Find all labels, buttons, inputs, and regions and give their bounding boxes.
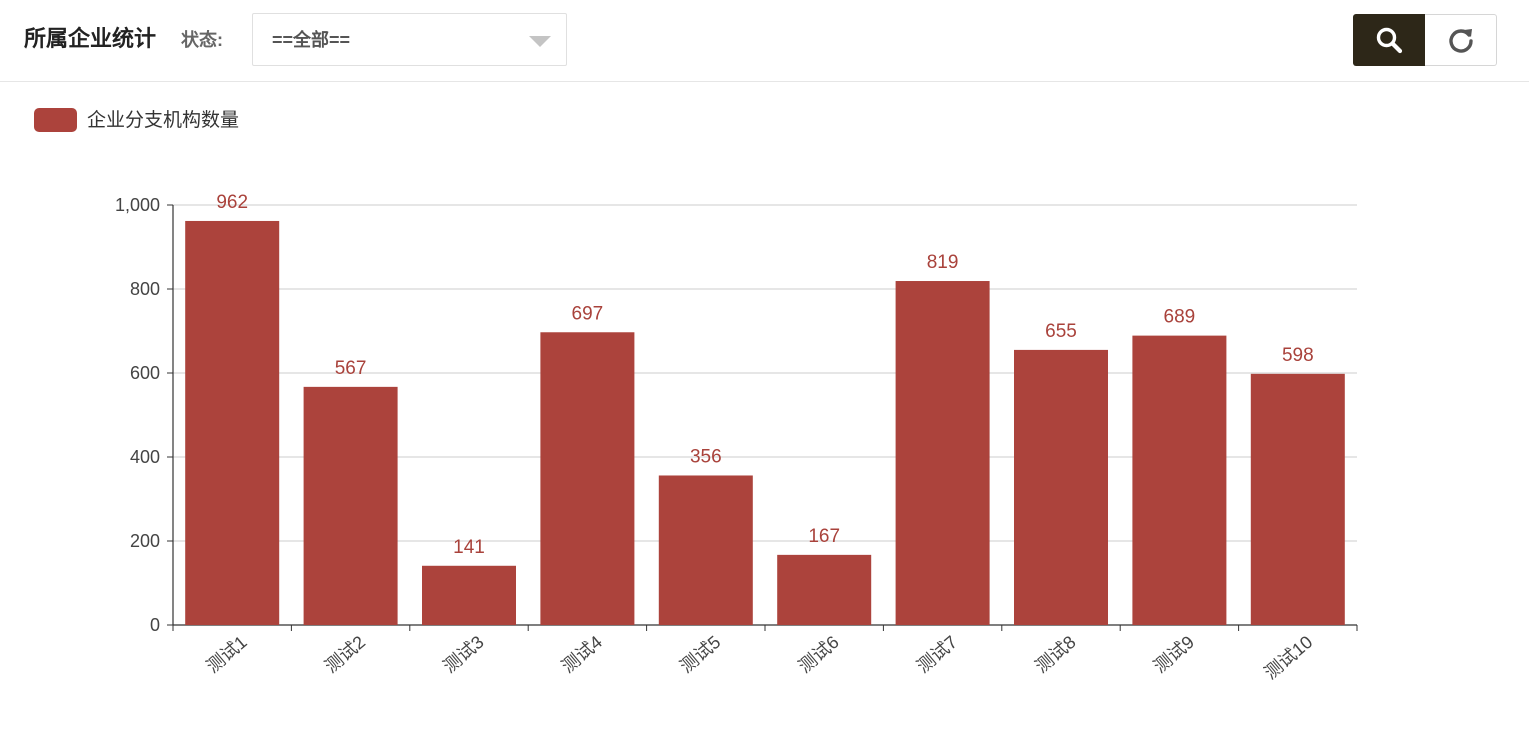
chevron-down-icon [529,36,551,47]
x-tick-label: 测试7 [913,632,961,677]
y-tick-label: 1,000 [115,195,160,215]
bar-value-label: 689 [1164,307,1196,328]
legend-swatch [34,108,77,132]
bar-value-label: 655 [1045,321,1077,342]
bar [1132,335,1227,625]
search-icon [1376,27,1403,54]
status-label: 状态: [181,30,223,50]
bar [658,475,753,625]
y-tick-label: 600 [130,363,160,383]
refresh-icon [1448,29,1473,53]
bar-value-label: 697 [572,303,604,324]
bar-value-label: 567 [335,358,367,379]
bar-value-label: 356 [690,446,722,467]
y-tick-label: 0 [150,615,160,635]
bar [303,386,398,625]
x-tick-label: 测试1 [203,632,251,677]
x-tick-label: 测试5 [676,632,724,677]
search-button[interactable] [1353,14,1425,66]
bar-value-label: 167 [808,526,840,547]
x-tick-label: 测试10 [1261,632,1317,683]
status-select[interactable]: ==全部== [252,13,567,66]
bar [185,220,280,625]
bar-value-label: 141 [453,537,485,558]
bar [1014,349,1108,625]
bar-value-label: 598 [1282,345,1314,366]
toolbar: 所属企业统计 状态: ==全部== [0,0,1529,82]
bar [1250,373,1345,625]
status-select-value: ==全部== [272,30,351,50]
x-tick-label: 测试8 [1031,632,1079,677]
legend-label: 企业分支机构数量 [87,109,239,131]
bar [422,565,516,625]
x-tick-label: 测试3 [439,632,487,677]
bar-value-label: 819 [927,252,959,273]
x-tick-label: 测试9 [1150,632,1198,677]
x-tick-label: 测试6 [795,632,843,677]
y-tick-label: 200 [130,531,160,551]
bar-value-label: 962 [216,192,248,213]
x-tick-label: 测试2 [321,632,369,677]
bar [895,281,990,625]
y-tick-label: 400 [130,447,160,467]
x-tick-label: 测试4 [558,632,606,677]
y-tick-label: 800 [130,279,160,299]
bar [540,332,635,625]
page-title: 所属企业统计 [24,26,157,51]
refresh-button[interactable] [1425,14,1497,66]
bar [777,554,872,625]
bar-chart: 企业分支机构数量 0 200 400 600 800 1,000 962 测试1 567 测试2 14… [34,108,1358,683]
